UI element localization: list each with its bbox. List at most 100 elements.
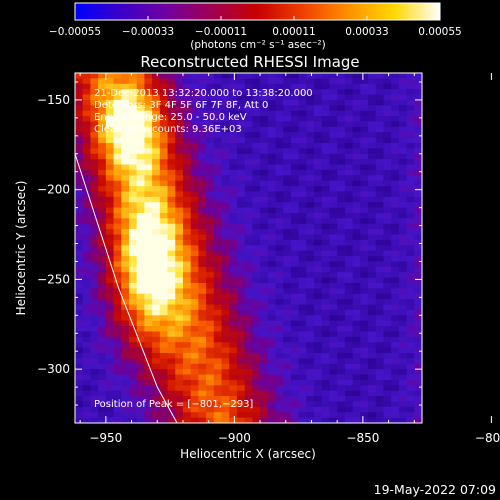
heatmap-cell xyxy=(190,304,199,311)
heatmap-cell xyxy=(406,78,415,85)
heatmap-cell xyxy=(414,331,422,338)
heatmap-cell xyxy=(360,390,369,397)
heatmap-cell xyxy=(398,110,408,117)
heatmap-cell xyxy=(360,304,369,311)
heatmap-cell xyxy=(113,331,122,338)
heatmap-cell xyxy=(414,336,422,343)
heatmap-cell xyxy=(113,99,122,106)
heatmap-cell xyxy=(352,164,361,171)
heatmap-cell xyxy=(321,94,331,101)
heatmap-cell xyxy=(90,385,99,392)
heatmap-cell xyxy=(98,213,107,219)
heatmap-cell xyxy=(98,191,107,198)
heatmap-cell xyxy=(236,374,246,381)
heatmap-cell xyxy=(275,89,284,96)
heatmap-cell xyxy=(167,218,176,225)
heatmap-cell xyxy=(321,116,331,123)
heatmap-cell xyxy=(182,353,192,359)
heatmap-cell xyxy=(221,89,230,96)
heatmap-cell xyxy=(398,196,408,203)
heatmap-cell xyxy=(221,223,230,230)
heatmap-cell xyxy=(314,417,323,423)
heatmap-cell xyxy=(182,196,192,203)
heatmap-cell xyxy=(198,223,207,230)
heatmap-cell xyxy=(290,73,300,79)
heatmap-cell xyxy=(121,94,130,101)
heatmap-cell xyxy=(175,89,184,96)
heatmap-cell xyxy=(121,277,130,284)
heatmap-cell xyxy=(159,261,169,268)
heatmap-cell xyxy=(182,105,192,112)
heatmap-cell xyxy=(113,73,122,79)
heatmap-cell xyxy=(128,143,138,149)
heatmap-cell xyxy=(368,336,377,343)
heatmap-cell xyxy=(190,223,199,230)
annotation-energy-range: Energy Range: 25.0 - 50.0 keV xyxy=(94,112,247,123)
heatmap-cell xyxy=(290,256,300,263)
heatmap-cell xyxy=(167,83,176,90)
heatmap-cell xyxy=(422,159,430,165)
heatmap-cell xyxy=(175,272,184,279)
heatmap-cell xyxy=(213,272,223,279)
heatmap-cell xyxy=(321,326,331,333)
heatmap-cell xyxy=(159,137,169,144)
heatmap-cell xyxy=(113,94,122,101)
heatmap-cell xyxy=(90,196,99,203)
heatmap-cell xyxy=(337,417,346,423)
heatmap-cell xyxy=(360,186,369,193)
heatmap-cell xyxy=(344,363,354,370)
heatmap-cell xyxy=(190,309,199,316)
heatmap-cell xyxy=(105,363,115,370)
heatmap-cell xyxy=(113,385,122,392)
heatmap-cell xyxy=(290,153,300,160)
heatmap-cell xyxy=(298,239,307,246)
heatmap-cell xyxy=(206,73,215,79)
heatmap-cell xyxy=(422,89,430,95)
heatmap-cell xyxy=(275,229,284,236)
heatmap-cell xyxy=(360,196,369,203)
heatmap-cell xyxy=(298,336,307,343)
heatmap-cell xyxy=(182,379,192,386)
heatmap-cell xyxy=(329,239,338,246)
heatmap-cell xyxy=(229,89,238,96)
heatmap-cell xyxy=(98,78,107,85)
heatmap-cell xyxy=(329,202,338,209)
heatmap-cell xyxy=(314,326,323,333)
heatmap-cell xyxy=(414,396,422,403)
heatmap-cell xyxy=(159,358,169,365)
heatmap-cell xyxy=(90,164,99,171)
heatmap-cell xyxy=(260,336,269,343)
heatmap-cell xyxy=(175,309,184,316)
heatmap-cell xyxy=(337,78,346,85)
heatmap-cell xyxy=(82,390,92,397)
heatmap-cell xyxy=(244,326,253,333)
heatmap-cell xyxy=(244,347,253,354)
heatmap-cell xyxy=(321,78,331,85)
heatmap-cell xyxy=(213,83,223,90)
heatmap-cell xyxy=(375,132,385,139)
heatmap-cell xyxy=(275,390,284,397)
heatmap-cell xyxy=(252,143,261,149)
heatmap-cell xyxy=(398,143,408,149)
heatmap-cell xyxy=(391,105,400,112)
heatmap-cell xyxy=(144,116,153,123)
heatmap-cell xyxy=(182,218,192,225)
heatmap-cell xyxy=(337,326,346,333)
heatmap-cell xyxy=(375,358,385,365)
heatmap-cell xyxy=(175,331,184,338)
heatmap-cell xyxy=(375,126,385,133)
heatmap-cell xyxy=(391,363,400,370)
heatmap-cell xyxy=(236,315,246,322)
heatmap-cell xyxy=(206,379,215,386)
heatmap-cell xyxy=(213,202,223,209)
heatmap-cell xyxy=(352,250,361,257)
heatmap-cell xyxy=(90,148,99,155)
heatmap-cell xyxy=(337,272,346,279)
heatmap-cell xyxy=(329,218,338,225)
heatmap-cell xyxy=(422,202,430,208)
heatmap-cell xyxy=(90,110,99,117)
heatmap-cell xyxy=(152,293,161,300)
heatmap-cell xyxy=(128,417,138,423)
heatmap-cell xyxy=(283,283,292,289)
heatmap-cell xyxy=(90,331,99,338)
